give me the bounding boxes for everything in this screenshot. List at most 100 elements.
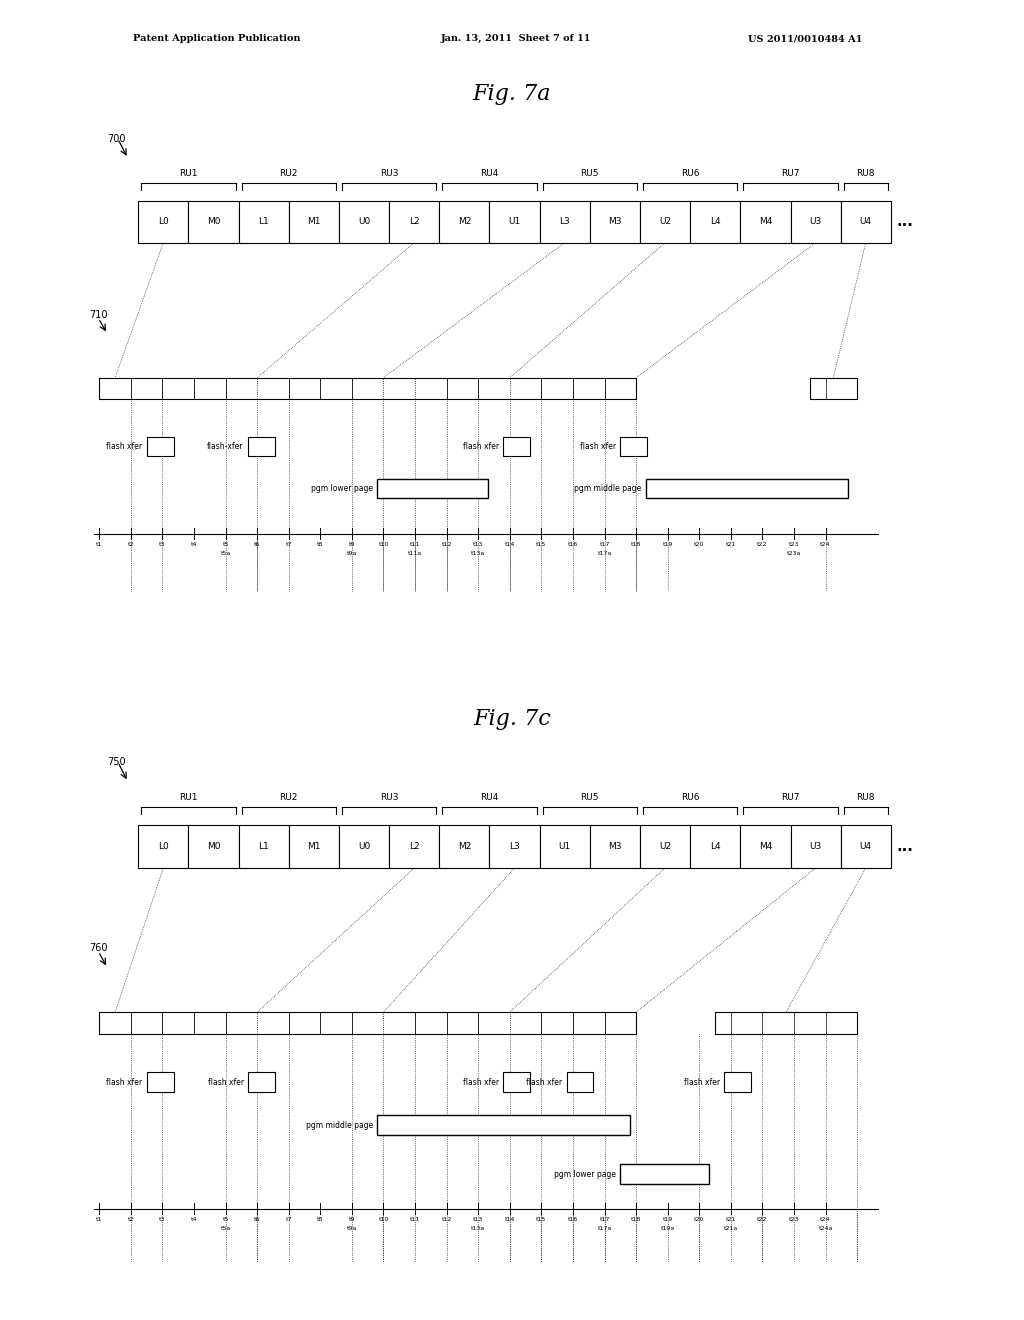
Text: t24: t24 [820,541,830,546]
Text: t13: t13 [473,541,483,546]
Text: t9: t9 [348,1217,355,1221]
Bar [389,825,439,869]
Text: L2: L2 [409,216,420,226]
Bar [138,825,188,869]
Text: t23: t23 [788,541,799,546]
Bar [690,201,740,243]
Text: RU6: RU6 [681,169,699,178]
Text: t18: t18 [631,1217,641,1221]
Bar [740,201,791,243]
Bar [590,825,640,869]
Bar [725,1072,752,1092]
Text: US 2011/0010484 A1: US 2011/0010484 A1 [748,34,862,44]
Text: U4: U4 [860,842,871,851]
Text: L0: L0 [158,842,169,851]
Text: t18: t18 [631,541,641,546]
Text: pgm lower page: pgm lower page [554,1170,616,1179]
Bar [640,201,690,243]
Bar [248,1072,274,1092]
Text: U0: U0 [358,216,370,226]
Text: RU2: RU2 [280,169,298,178]
Text: flash xfer: flash xfer [463,442,500,450]
Bar [621,1164,709,1184]
Text: t2: t2 [128,1217,134,1221]
Text: RU6: RU6 [681,792,699,801]
Bar [439,201,489,243]
Bar [791,825,841,869]
Text: flash-xfer: flash-xfer [207,442,244,450]
Bar [289,201,339,243]
Bar [99,1012,636,1034]
Bar [740,825,791,869]
Bar [645,479,848,498]
Text: t14: t14 [505,1217,515,1221]
Text: pgm middle page: pgm middle page [306,1121,373,1130]
Text: t11a: t11a [408,550,422,556]
Text: t8: t8 [317,1217,324,1221]
Text: ...: ... [896,840,912,854]
Text: M1: M1 [307,842,321,851]
Text: Jan. 13, 2011  Sheet 7 of 11: Jan. 13, 2011 Sheet 7 of 11 [440,34,591,44]
Text: M0: M0 [207,842,220,851]
Text: t17: t17 [599,1217,609,1221]
Text: t17: t17 [599,541,609,546]
Text: t2: t2 [128,541,134,546]
Text: t4: t4 [190,541,198,546]
Text: t7: t7 [286,1217,292,1221]
Bar [289,825,339,869]
Text: RU5: RU5 [581,792,599,801]
Text: t3: t3 [159,541,166,546]
Text: t19: t19 [663,1217,673,1221]
Bar [841,825,891,869]
Text: L3: L3 [559,216,570,226]
Text: M0: M0 [207,216,220,226]
Bar [621,437,647,455]
Bar [188,201,239,243]
Text: M2: M2 [458,842,471,851]
Text: flash xfer: flash xfer [580,442,616,450]
Text: t15: t15 [537,541,547,546]
Text: t5: t5 [222,1217,228,1221]
Text: U4: U4 [860,216,871,226]
Text: t11: t11 [410,1217,420,1221]
Bar [377,479,487,498]
Text: t12: t12 [441,541,452,546]
Bar [690,825,740,869]
Bar [339,825,389,869]
Text: flash xfer: flash xfer [684,1077,721,1086]
Text: L1: L1 [258,216,269,226]
Text: flash xfer: flash xfer [208,1077,244,1086]
Bar [489,201,540,243]
Text: flash xfer: flash xfer [106,442,142,450]
Bar [540,201,590,243]
Bar [239,825,289,869]
Bar [504,1072,530,1092]
Bar [504,437,530,455]
Text: Fig. 7c: Fig. 7c [473,709,551,730]
Text: 750: 750 [108,758,126,767]
Text: t9: t9 [348,541,355,546]
Text: t12: t12 [441,1217,452,1221]
Bar [715,1012,857,1034]
Text: t1: t1 [96,1217,102,1221]
Text: RU3: RU3 [380,792,398,801]
Text: RU4: RU4 [480,169,499,178]
Text: t19: t19 [663,541,673,546]
Bar [640,825,690,869]
Text: RU8: RU8 [856,792,876,801]
Bar [239,201,289,243]
Text: t24a: t24a [818,1226,833,1230]
Bar [489,825,540,869]
Text: t21: t21 [726,1217,736,1221]
Text: flash xfer: flash xfer [106,1077,142,1086]
Text: t21: t21 [726,541,736,546]
Bar [146,1072,173,1092]
Text: 710: 710 [89,310,108,319]
Text: Fig. 7a: Fig. 7a [473,83,551,106]
Text: M3: M3 [608,842,622,851]
Text: t4: t4 [190,1217,198,1221]
Bar [389,201,439,243]
Text: L4: L4 [710,216,721,226]
Bar [188,825,239,869]
Bar [138,201,188,243]
